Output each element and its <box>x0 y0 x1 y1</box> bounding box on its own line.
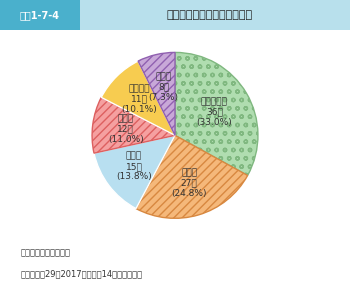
Text: 米・穀類
11件
(10.1%): 米・穀類 11件 (10.1%) <box>121 84 157 114</box>
Bar <box>0 0 80 30</box>
Text: 水産物
15件
(13.8%): 水産物 15件 (13.8%) <box>116 151 152 181</box>
Text: 園芸作物等
36件
(33.0%): 園芸作物等 36件 (33.0%) <box>196 97 232 127</box>
Text: 資料：農林水産省調べ: 資料：農林水産省調べ <box>21 248 71 257</box>
Text: 果物類
12件
(11.0%): 果物類 12件 (11.0%) <box>108 114 144 144</box>
Wedge shape <box>101 61 175 135</box>
Text: 注：平成29（2017）年２月14日時点の数値: 注：平成29（2017）年２月14日時点の数値 <box>21 270 143 279</box>
Text: 図表1-7-4: 図表1-7-4 <box>20 10 60 20</box>
Text: 林産物
8件
(7.3%): 林産物 8件 (7.3%) <box>149 72 178 102</box>
Wedge shape <box>138 52 175 135</box>
Wedge shape <box>94 135 175 209</box>
Wedge shape <box>175 52 258 175</box>
Text: 畜産物
27件
(24.8%): 畜産物 27件 (24.8%) <box>172 168 207 198</box>
Wedge shape <box>136 135 247 218</box>
Wedge shape <box>92 97 175 153</box>
Text: 農林水産物別の出資決定件数: 農林水産物別の出資決定件数 <box>167 10 253 20</box>
